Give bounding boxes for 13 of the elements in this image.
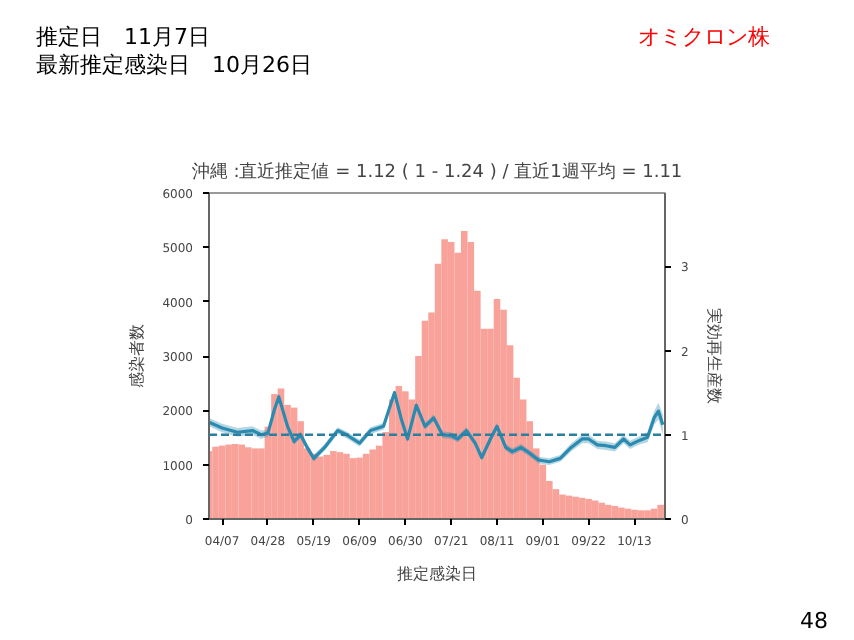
text: 最新推定感染日 10月26日: [36, 52, 312, 80]
chart-title: 沖縄 :直近推定値 = 1.12 ( 1 - 1.24 ) / 直近1週平均 = 1.11: [191, 161, 683, 183]
bar: [271, 394, 278, 519]
bar: [212, 446, 219, 519]
bar: [657, 504, 664, 519]
bar: [402, 391, 409, 519]
text: 48: [800, 608, 828, 636]
text: 推定日 11月7日: [36, 24, 210, 52]
x-axis-title: 推定感染日: [397, 565, 477, 583]
y-axis-title: 感染者数: [128, 324, 147, 388]
y2-axis-title: 実効再生産数: [704, 308, 723, 404]
bar: [631, 509, 638, 519]
text: オミクロン株: [638, 24, 770, 52]
